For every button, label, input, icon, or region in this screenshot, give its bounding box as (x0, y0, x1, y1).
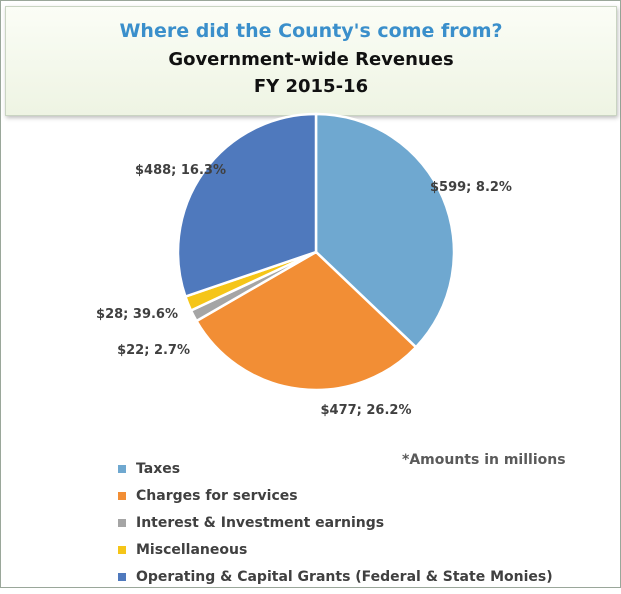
slice-data-label: $22; 2.7% (117, 343, 190, 358)
chart-period: FY 2015-16 (253, 76, 369, 97)
legend-item: Taxes (118, 459, 553, 486)
chart-legend: Taxes Charges for services Interest & Inve… (118, 459, 553, 594)
chart-subtitle: Government-wide Revenues (168, 49, 454, 70)
legend-item: Charges for services (118, 486, 553, 513)
legend-label: Charges for services (136, 488, 298, 504)
slice-data-label: $28; 39.6% (96, 307, 178, 322)
legend-item: Operating & Capital Grants (Federal & St… (118, 567, 553, 594)
chart-header: Where did the County's come from? Govern… (5, 6, 617, 116)
pie-slice-2 (194, 250, 418, 392)
slice-data-label: $488; 16.3% (135, 163, 226, 178)
chart-title: Where did the County's come from? (119, 20, 503, 42)
pie-slice-5 (176, 112, 318, 299)
legend-label: Taxes (136, 461, 181, 477)
legend-label: Operating & Capital Grants (Federal & St… (136, 569, 553, 585)
slice-data-label: $477; 26.2% (320, 403, 411, 418)
legend-label: Miscellaneous (136, 542, 248, 558)
legend-item: Interest & Investment earnings (118, 513, 553, 540)
legend-swatch (118, 519, 126, 527)
legend-swatch (118, 546, 126, 554)
legend-item: Miscellaneous (118, 540, 553, 567)
legend-swatch (118, 465, 126, 473)
amounts-note: *Amounts in millions (402, 452, 566, 468)
pie-slice-1 (314, 112, 456, 349)
legend-swatch (118, 492, 126, 500)
legend-label: Interest & Investment earnings (136, 515, 385, 531)
legend-swatch (118, 573, 126, 581)
slice-data-label: $599; 8.2% (430, 180, 512, 195)
